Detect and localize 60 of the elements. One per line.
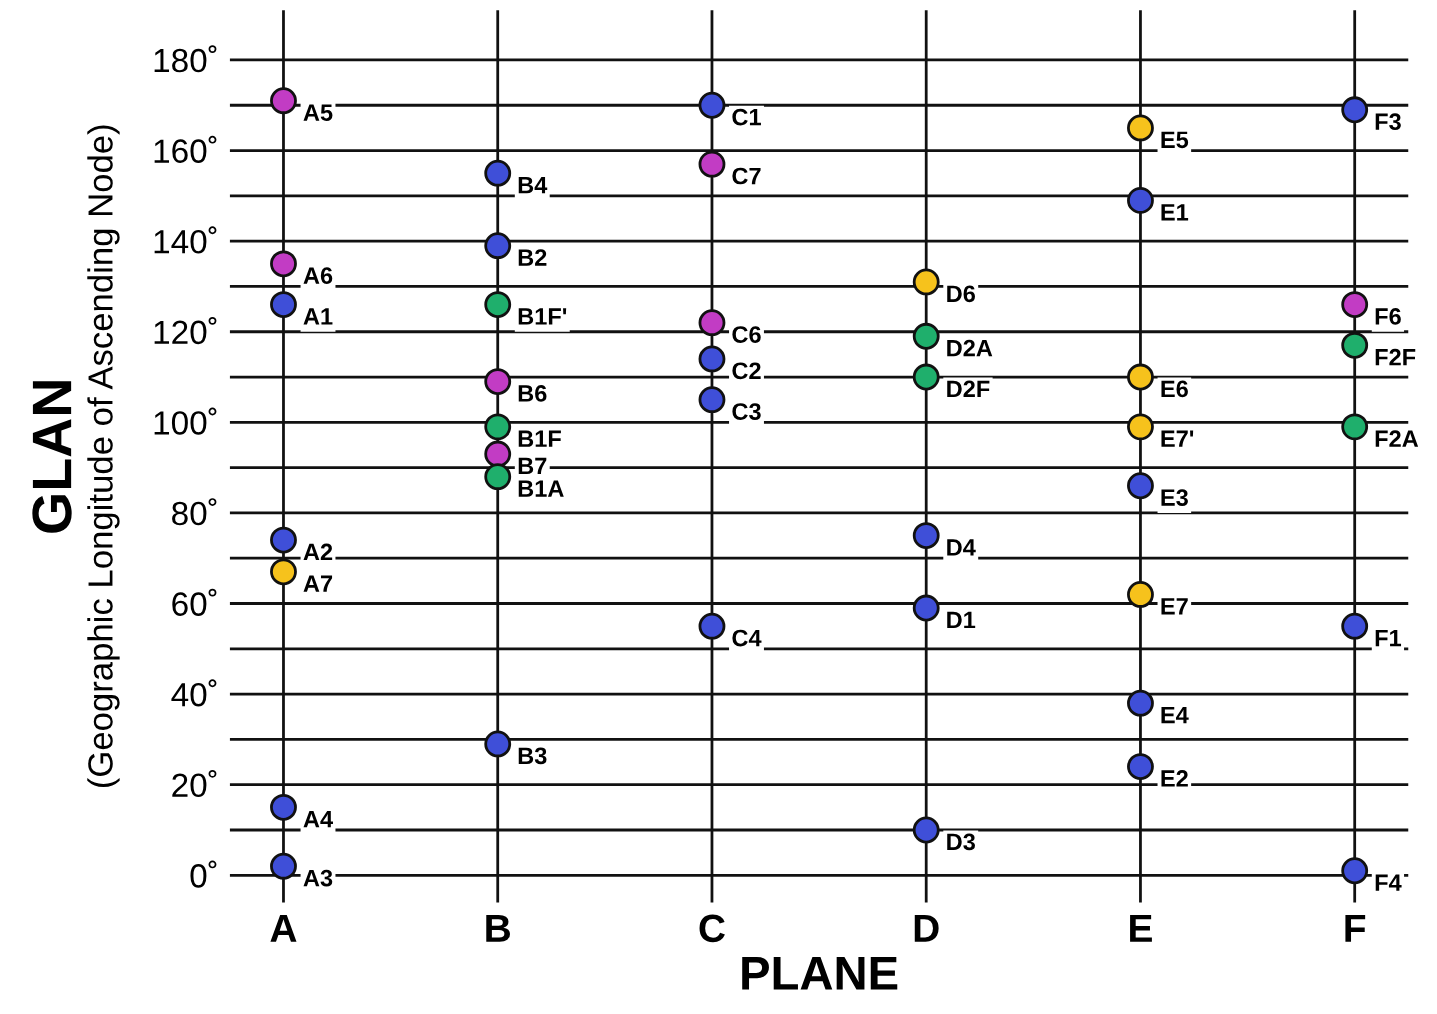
data-label: C1: [732, 108, 761, 126]
data-label: C4: [732, 629, 762, 647]
data-label: A3: [303, 869, 333, 887]
data-label: C3: [732, 403, 761, 420]
data-label: D4: [947, 539, 976, 556]
y-tick-label: 140˚: [154, 226, 217, 254]
data-label: D2F: [947, 380, 990, 398]
x-axis-title: PLANE: [742, 957, 898, 990]
data-label: E7: [1161, 598, 1188, 615]
y-tick-label: 0˚: [190, 860, 217, 888]
data-label: F2F: [1375, 348, 1416, 366]
data-label: E3: [1161, 489, 1188, 506]
data-label: D3: [947, 833, 975, 851]
x-tick-label: E: [1130, 915, 1152, 942]
data-label: A2: [303, 543, 333, 561]
data-label: A1: [303, 308, 333, 325]
data-label: D6: [947, 285, 975, 303]
data-label: B1A: [518, 480, 564, 497]
data-label: C6: [732, 326, 761, 343]
y-tick-label: 20˚: [172, 769, 217, 798]
y-tick-label: 40˚: [171, 679, 217, 707]
x-tick-label: F: [1345, 915, 1366, 942]
data-label: C7: [732, 167, 761, 185]
data-label: A5: [303, 104, 333, 121]
y-tick-label: 60˚: [172, 588, 217, 616]
y-axis-title: GLAN: [32, 381, 72, 533]
data-label: E5: [1161, 131, 1189, 149]
data-label: F3: [1375, 113, 1401, 131]
y-tick-label: 180˚: [154, 45, 217, 73]
x-tick-label: B: [486, 915, 510, 942]
data-label: B3: [518, 747, 547, 765]
data-label: A7: [303, 575, 333, 592]
data-label: F6: [1375, 308, 1401, 325]
x-tick-label: A: [270, 915, 297, 942]
data-label: B4: [518, 176, 548, 194]
data-label: E2: [1161, 770, 1188, 787]
x-tick-label: C: [699, 914, 725, 943]
data-label: B7: [518, 457, 547, 475]
data-label: E7': [1161, 430, 1194, 447]
data-label: E4: [1161, 706, 1189, 724]
y-tick-label: 120˚: [154, 316, 217, 345]
y-tick-label: 160˚: [154, 135, 217, 163]
y-tick-label: 80˚: [172, 498, 217, 526]
data-label: B2: [518, 249, 547, 266]
y-tick-label: 100˚: [154, 407, 217, 435]
data-label: E1: [1161, 204, 1189, 221]
data-label: B6: [518, 385, 547, 402]
data-label: D1: [947, 611, 976, 629]
data-label: C2: [732, 362, 761, 380]
x-tick-label: D: [914, 915, 939, 942]
data-label: F2A: [1375, 430, 1419, 447]
data-label: E6: [1161, 380, 1188, 398]
data-label: A6: [303, 267, 333, 285]
text: (Geographic Longitude of Ascending Node): [87, 125, 120, 788]
data-label: B1F: [518, 430, 561, 447]
data-label: F1: [1375, 629, 1402, 647]
data-label: D2A: [947, 339, 993, 357]
data-label: B1F': [518, 308, 567, 325]
data-label: F4: [1375, 874, 1402, 891]
data-label: A4: [303, 811, 333, 828]
